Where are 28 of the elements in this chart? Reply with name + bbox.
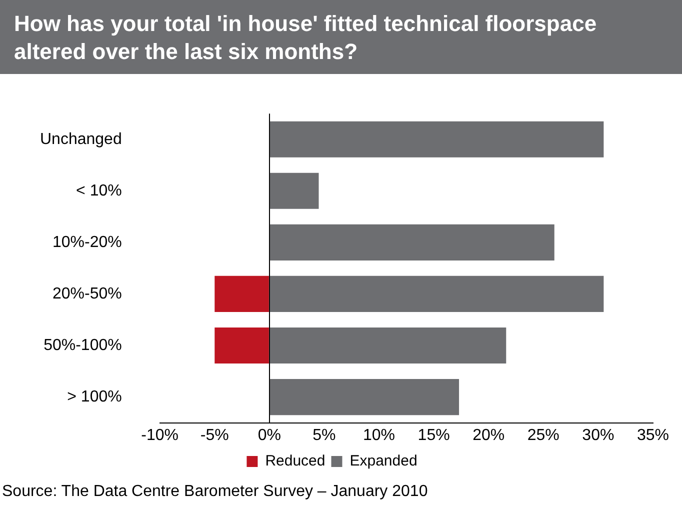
bar xyxy=(270,276,604,312)
source-note: Source: The Data Centre Barometer Survey – January 2010 xyxy=(1,482,429,502)
legend-label: Reduced xyxy=(265,452,326,470)
x-tick-label: -5% xyxy=(200,426,229,444)
y-tick-label: > 100% xyxy=(67,388,122,406)
bar xyxy=(270,378,460,416)
bar xyxy=(214,276,269,312)
bar xyxy=(270,327,506,364)
bar xyxy=(270,121,604,158)
bar xyxy=(214,327,269,364)
x-tick-label: 30% xyxy=(582,426,614,444)
y-tick-label: 50%-100% xyxy=(44,336,122,354)
x-tick-label: 25% xyxy=(527,426,560,444)
chart-title: How has your total 'in house' fitted technical floorspace altered over the last six months? xyxy=(0,0,682,74)
x-tick-label: 10% xyxy=(363,426,396,444)
y-tick-label: 10%-20% xyxy=(52,234,122,251)
x-tick-label: 35% xyxy=(636,426,670,444)
legend-label: Expanded xyxy=(350,452,418,470)
y-tick-label: < 10% xyxy=(76,182,122,200)
y-tick-label: 20%-50% xyxy=(52,285,122,302)
y-tick-label: Unchanged xyxy=(40,130,122,148)
x-tick-label: 5% xyxy=(312,426,336,444)
bar xyxy=(270,172,319,209)
x-tick-label: 20% xyxy=(472,426,505,444)
x-tick-label: 0% xyxy=(258,426,281,444)
x-tick-label: 15% xyxy=(418,426,450,444)
x-tick-label: -10% xyxy=(141,426,179,444)
bar xyxy=(270,224,554,260)
